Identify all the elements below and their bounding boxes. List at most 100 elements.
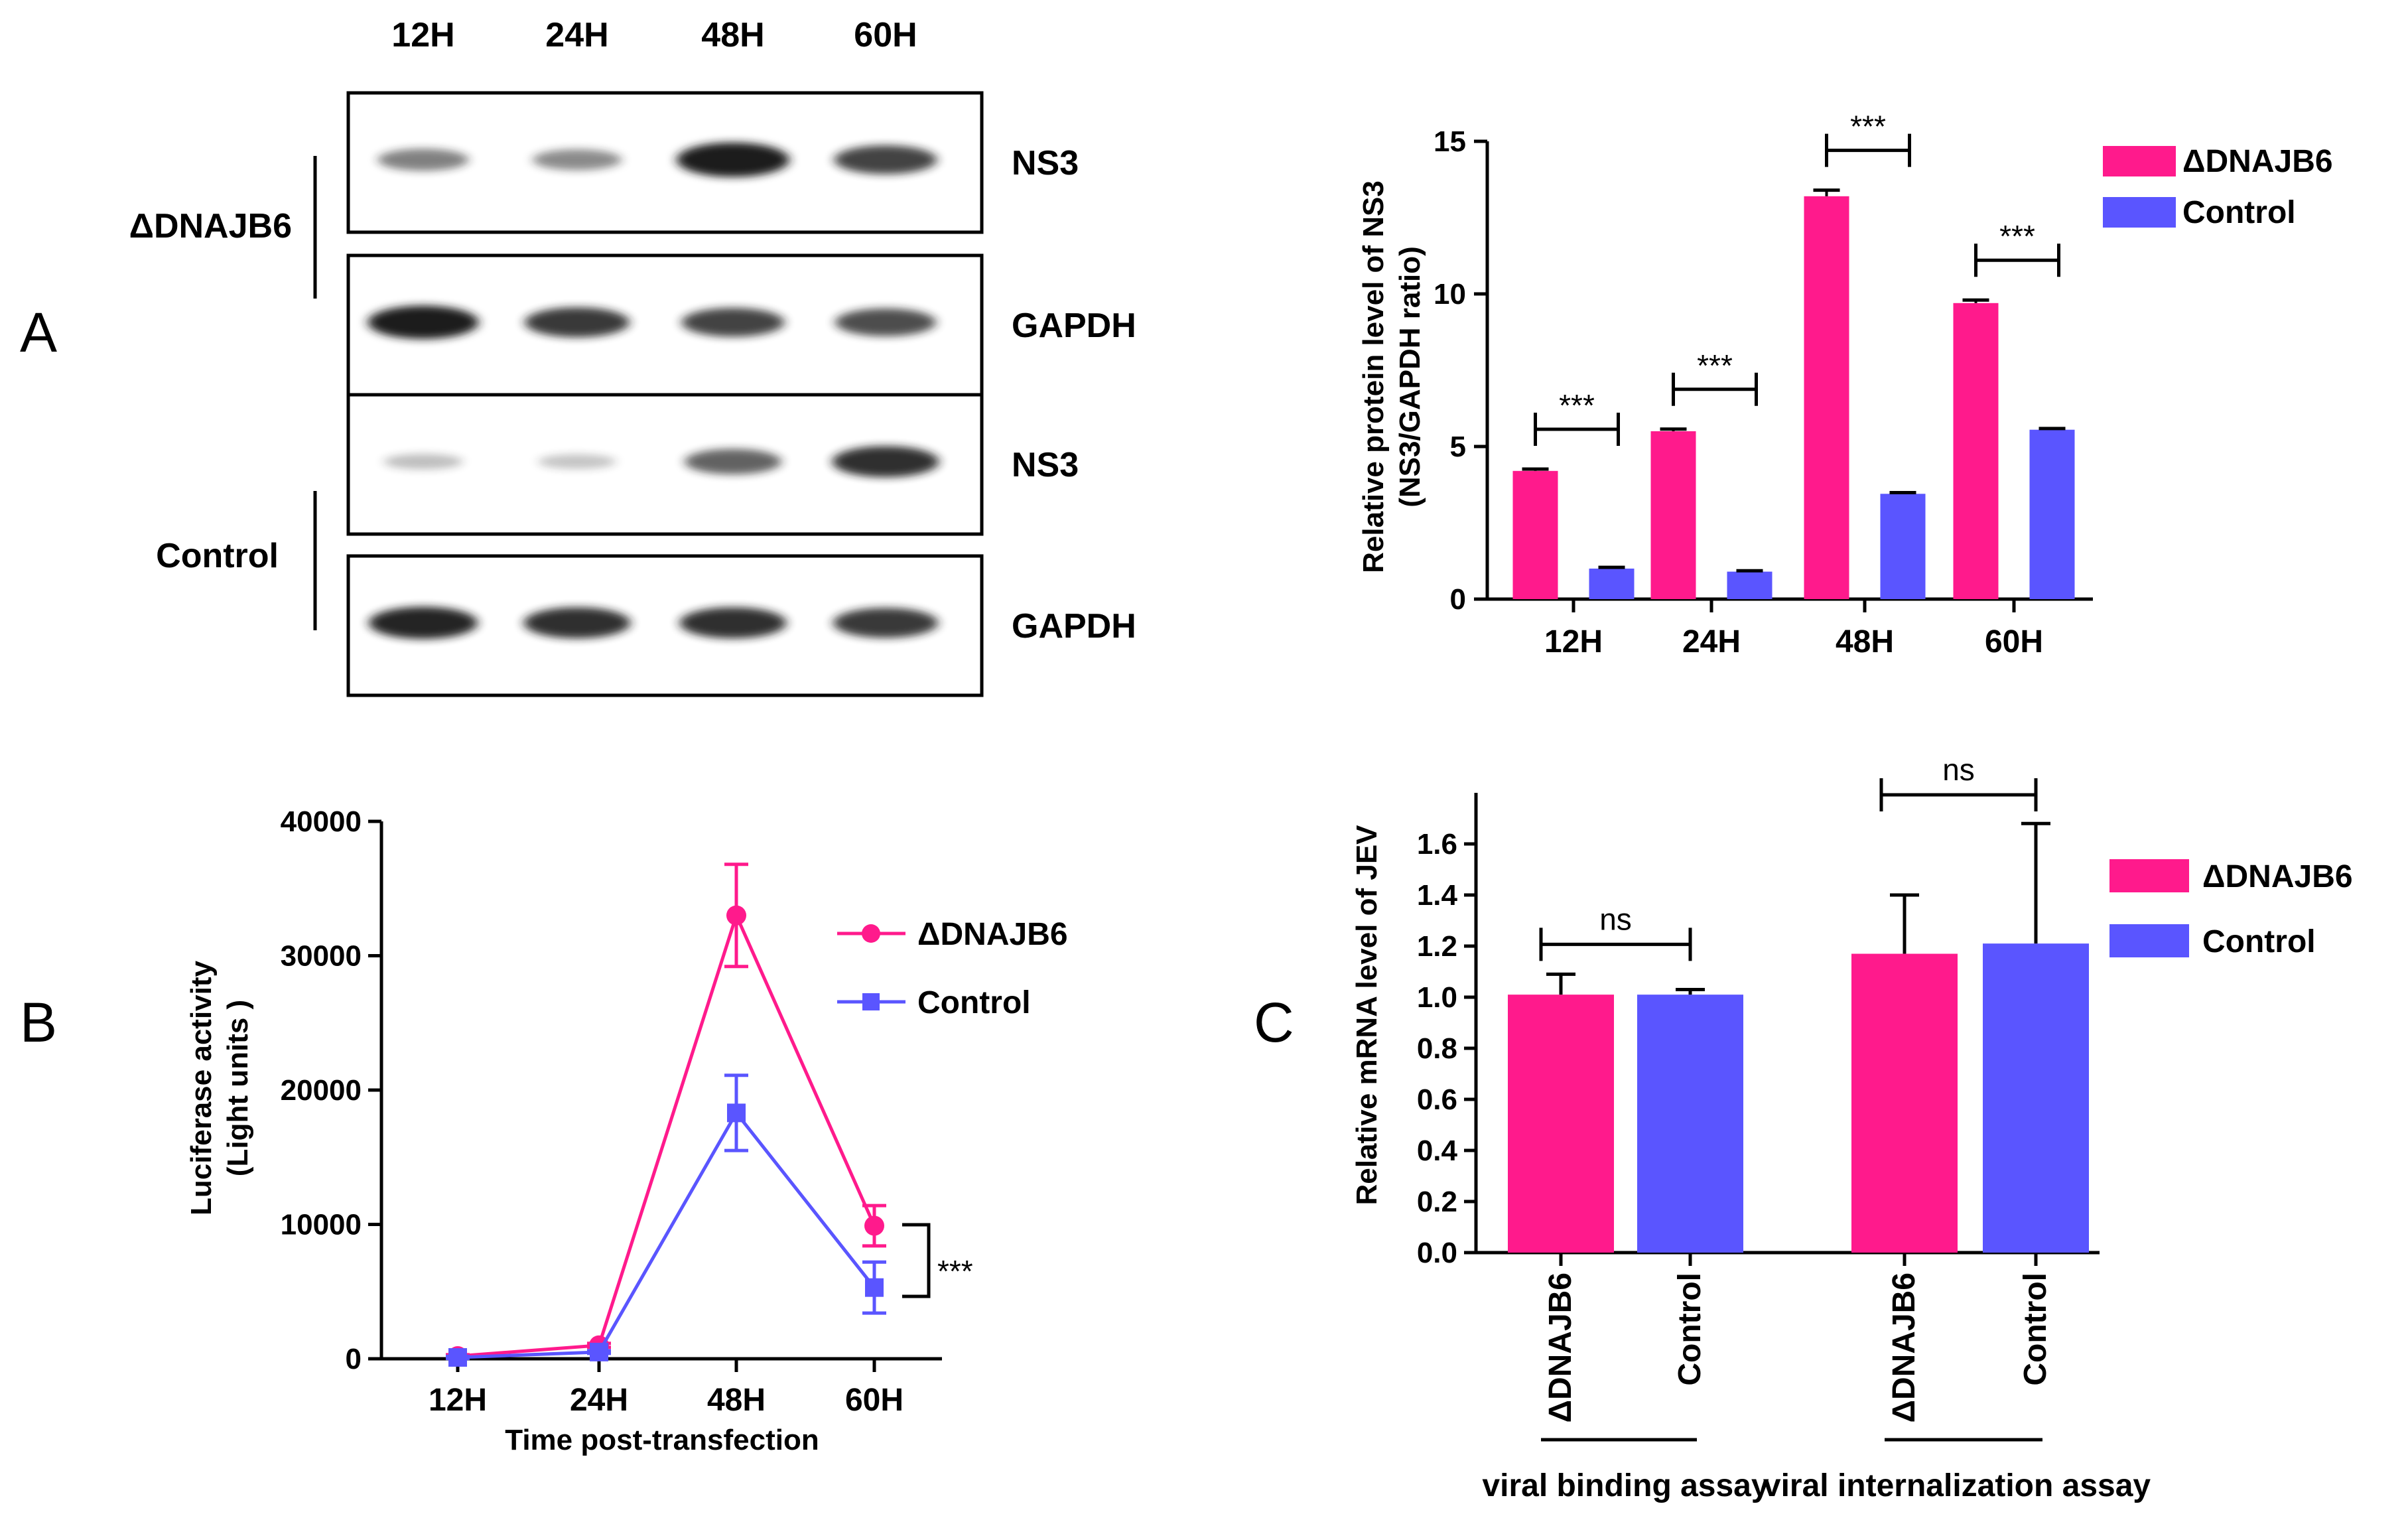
data-point	[727, 1103, 746, 1123]
blot-band	[368, 305, 479, 339]
y-tick-label: 0.2	[1417, 1186, 1457, 1218]
y-axis-label: (Light units )	[222, 1000, 254, 1176]
blot-row-label: NS3	[1012, 144, 1079, 182]
y-tick-label: 15	[1434, 125, 1466, 158]
bar	[1983, 943, 2089, 1253]
y-tick-label: 0.0	[1417, 1237, 1457, 1269]
blot-group-labels: ΔDNAJB6 Control	[129, 156, 317, 630]
x-tick-label: ΔDNAJB6	[1543, 1273, 1578, 1423]
blot-band	[832, 446, 939, 478]
legend-label: Control	[2202, 924, 2316, 959]
y-tick-label: 0.8	[1417, 1032, 1457, 1065]
panel-letter-b: B	[20, 991, 57, 1054]
x-tick-label: Control	[2018, 1273, 2053, 1386]
significance-label: ***	[937, 1254, 973, 1288]
bar	[1880, 494, 1926, 599]
blot-row-label: GAPDH	[1012, 607, 1136, 646]
blot-rows: NS3 GAPDH NS3 GAPDH	[346, 91, 1136, 697]
group-label: viral internalization assay	[1763, 1468, 2151, 1503]
blot-group-label: Control	[156, 537, 279, 575]
legend-label: ΔDNAJB6	[2182, 144, 2333, 179]
blot-band	[685, 448, 781, 474]
y-tick-label: 0.6	[1417, 1083, 1457, 1116]
data-point	[726, 905, 746, 926]
blot-band	[835, 308, 936, 336]
y-axis-label: Relative protein level of NS3	[1357, 180, 1390, 573]
legend-label: ΔDNAJB6	[917, 917, 1068, 952]
bar	[1804, 196, 1849, 599]
blot-lane-label: 24H	[545, 16, 608, 54]
x-axis-label: Time post-transfection	[505, 1424, 819, 1456]
y-tick-label: 40000	[281, 805, 362, 838]
significance-label: ***	[1697, 348, 1733, 383]
bar	[1727, 571, 1773, 599]
bar	[2029, 429, 2075, 599]
blot-band	[525, 307, 630, 338]
y-axis-label: (NS3/GAPDH ratio)	[1394, 246, 1426, 508]
x-tick-label: 24H	[570, 1383, 628, 1418]
blot-band	[533, 149, 622, 171]
mrna-bar-chart: 0.0 0.2 0.4 0.6 0.8 1.0 1.2 1.4 1.6 Relative mRNA…	[1351, 752, 2353, 1503]
blot-band	[383, 454, 463, 470]
legend-swatch	[2103, 146, 2176, 176]
legend-label: Control	[917, 985, 1031, 1020]
legend-marker	[862, 993, 880, 1010]
y-tick-label: 10	[1434, 278, 1466, 310]
bar	[1512, 470, 1558, 599]
blot-band	[833, 608, 938, 638]
bar	[1650, 431, 1696, 599]
blot-lane-label: 60H	[854, 16, 917, 54]
y-tick-label: 1.0	[1417, 981, 1457, 1014]
x-tick-label: ΔDNAJB6	[1887, 1273, 1922, 1423]
series-line	[457, 910, 876, 1358]
legend-swatch	[2109, 859, 2189, 892]
blot-lane-label: 48H	[701, 16, 764, 54]
ns3-bar-chart: 0 5 10 15 12H *** 24H *** 48H *** 60H *** Relative p…	[1357, 109, 2333, 659]
x-tick-label: 12H	[1544, 624, 1603, 659]
y-tick-label: 10000	[281, 1209, 362, 1241]
significance-label: ***	[1850, 109, 1886, 144]
blot-band	[523, 607, 631, 639]
y-axis-label: Luciferase activity	[185, 960, 218, 1215]
group-label: viral binding assay	[1482, 1468, 1769, 1503]
data-point	[865, 1278, 884, 1297]
y-tick-label: 0	[1450, 583, 1466, 616]
x-tick-label: 24H	[1682, 624, 1741, 659]
y-tick-label: 1.4	[1417, 879, 1458, 912]
y-tick-label: 20000	[281, 1074, 362, 1107]
data-point	[448, 1347, 467, 1367]
western-blot: 12H 24H 48H 60H NS3 GAPDH NS3 GAPDH ΔDNAJB6 Con…	[129, 16, 1136, 697]
panel-letter-a: A	[20, 301, 57, 364]
significance-label: ns	[1599, 902, 1632, 936]
blot-band	[538, 454, 616, 469]
significance-bracket	[902, 1223, 931, 1298]
blot-row-label: NS3	[1012, 446, 1079, 484]
x-tick-label: 48H	[1836, 624, 1894, 659]
data-point	[864, 1215, 884, 1236]
blot-band	[681, 308, 785, 337]
significance-label: ns	[1942, 752, 1975, 787]
significance-label: ***	[1559, 388, 1595, 423]
legend-swatch	[2103, 197, 2176, 228]
data-point	[590, 1342, 608, 1361]
legend-label: ΔDNAJB6	[2202, 859, 2353, 894]
significance-label: ***	[1999, 219, 2035, 253]
y-tick-label: 1.6	[1417, 828, 1457, 861]
x-tick-label: 12H	[429, 1383, 487, 1418]
luciferase-line-chart: 0 10000 20000 30000 40000 12H 24H 48H 60H Time po…	[185, 805, 1068, 1456]
blot-group-label: ΔDNAJB6	[129, 207, 292, 245]
x-tick-label: 48H	[707, 1383, 766, 1418]
y-tick-label: 1.2	[1417, 930, 1457, 963]
bar	[1851, 953, 1958, 1253]
blot-band	[679, 607, 787, 639]
blot-lane-label: 12H	[391, 16, 454, 54]
y-tick-label: 30000	[281, 940, 362, 973]
blot-row-label: GAPDH	[1012, 307, 1136, 345]
y-tick-label: 5	[1450, 431, 1466, 463]
series-line	[457, 1109, 876, 1359]
bar	[1508, 995, 1614, 1253]
bar	[1953, 303, 1999, 599]
y-axis-label: Relative mRNA level of JEV	[1351, 825, 1383, 1206]
legend-label: Control	[2182, 195, 2296, 230]
